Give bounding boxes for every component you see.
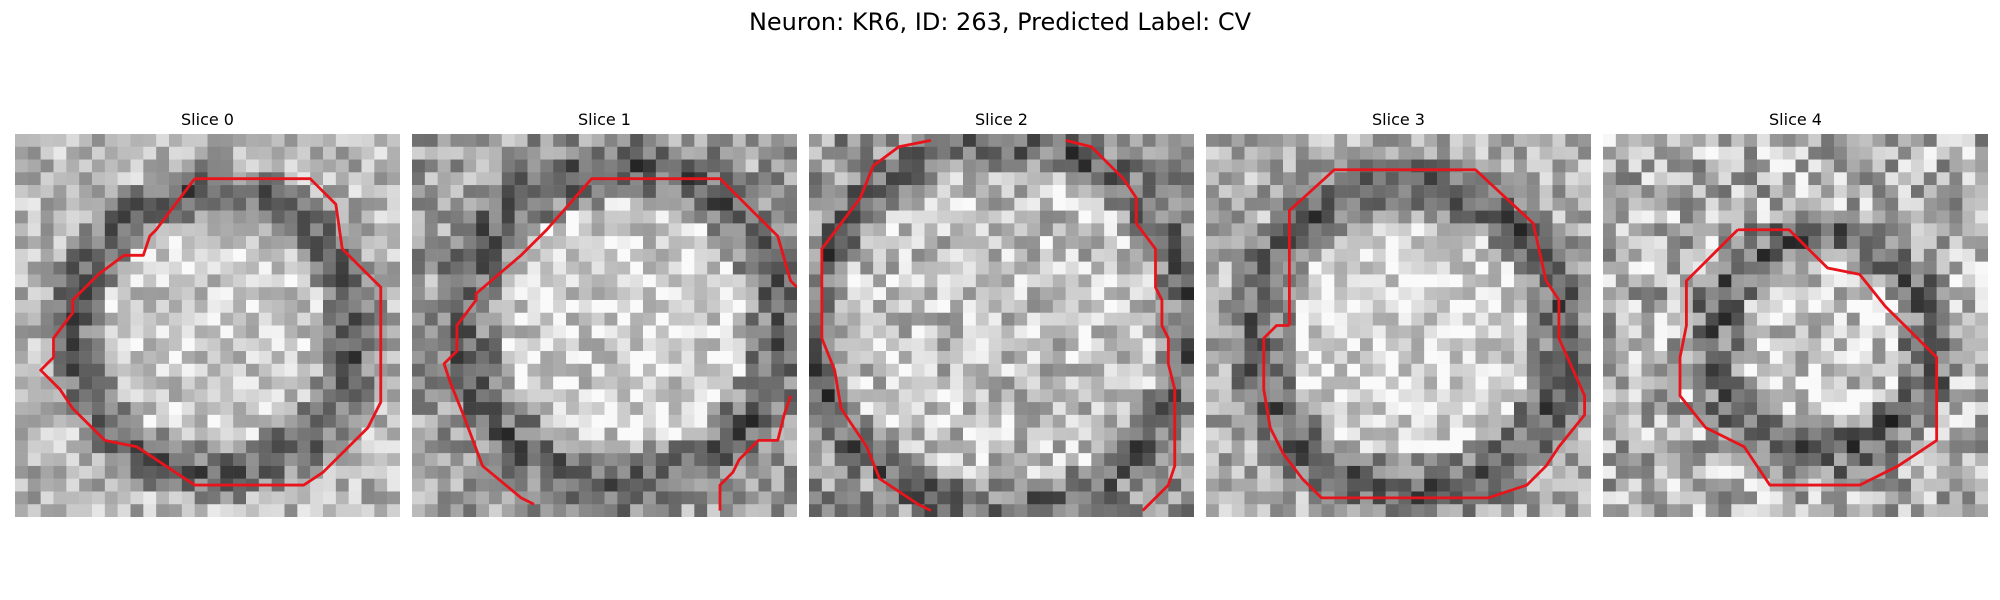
slice-image-3: [1206, 134, 1591, 517]
slice-title-0: Slice 0: [181, 110, 234, 129]
slice-pixels-0: [15, 134, 400, 517]
slice-pixels-2: [809, 134, 1194, 517]
slice-panel-3: Slice 3: [1206, 106, 1591, 517]
slice-pixels-3: [1206, 134, 1591, 517]
contour-line-4: [1678, 228, 1939, 487]
contour-line-2b: [1065, 139, 1177, 512]
contour-line-0: [39, 177, 383, 487]
slice-title-1: Slice 1: [578, 110, 631, 129]
slice-title-3: Slice 3: [1372, 110, 1425, 129]
slice-title-2: Slice 2: [975, 110, 1028, 129]
slice-image-4: [1603, 134, 1988, 517]
slice-panel-0: Slice 0: [15, 106, 400, 517]
slice-panel-2: Slice 2: [809, 106, 1194, 517]
contour-line-3: [1262, 168, 1586, 500]
slice-panel-1: Slice 1: [412, 106, 797, 517]
contour-line-1b: [718, 395, 792, 511]
slice-pixels-4: [1603, 134, 1988, 517]
figure-title: Neuron: KR6, ID: 263, Predicted Label: C…: [748, 8, 1252, 36]
contour-line-1: [442, 177, 797, 506]
slice-title-4: Slice 4: [1769, 110, 1822, 129]
slice-panel-4: Slice 4: [1603, 106, 1988, 517]
slice-image-1: [412, 134, 797, 517]
slice-image-2: [809, 134, 1194, 517]
slice-image-0: [15, 134, 400, 517]
contour-line-2: [820, 139, 932, 512]
